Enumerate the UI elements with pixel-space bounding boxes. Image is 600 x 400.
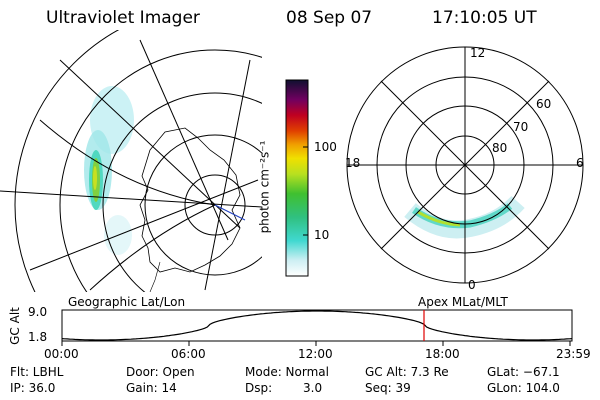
auroral-emission-polar (404, 195, 525, 239)
timeline-xtick-2: 12:00 (298, 347, 333, 361)
timeline-xtick-0: 00:00 (44, 347, 79, 361)
timeline-xtick-3: 18:00 (425, 347, 460, 361)
timeline-xtick-4: 23:59 (556, 347, 591, 361)
timeline-left-title: Geographic Lat/Lon (68, 295, 186, 309)
mlt-label-12: 12 (470, 46, 486, 60)
colorbar-tick-100: 100 (314, 140, 337, 154)
timeline-xtick-1: 06:00 (171, 347, 206, 361)
mlt-label-18: 18 (345, 156, 361, 170)
ip-info: IP: 36.0 (10, 381, 56, 395)
gc-alt-info: GC Alt: 7.3 Re (365, 365, 449, 379)
timeline-y-label: GC Alt (7, 307, 22, 345)
instrument-title: Ultraviolet Imager (46, 8, 200, 28)
date-label: 08 Sep 07 (286, 8, 373, 28)
colorbar-unit-label: photon cm⁻²s⁻¹ (257, 140, 272, 234)
altitude-timeline (61, 309, 573, 346)
seq-info: Seq: 39 (365, 381, 411, 395)
colorbar (285, 79, 309, 277)
gain-info: Gain: 14 (126, 381, 177, 395)
coastline (139, 127, 241, 273)
dsp-label: Dsp: (245, 381, 273, 395)
glat-info: GLat: −67.1 (487, 365, 560, 379)
timeline-ytick-high: 9.0 (28, 305, 48, 319)
lat-label-80: 80 (492, 141, 508, 155)
glon-info: GLon: 104.0 (487, 381, 560, 395)
timeline-right-title: Apex MLat/MLT (418, 295, 508, 309)
timeline-ytick-low: 1.8 (28, 330, 48, 344)
mlt-label-6: 6 (576, 156, 584, 170)
polar-plot (346, 46, 584, 284)
time-label: 17:10:05 UT (432, 8, 537, 28)
mode-info: Mode: Normal (245, 365, 329, 379)
geographic-projection (0, 30, 262, 292)
filter-info: Flt: LBHL (10, 365, 64, 379)
dsp-value: 3.0 (303, 381, 323, 395)
mlt-label-0: 0 (468, 278, 476, 292)
lat-label-60: 60 (536, 97, 552, 111)
door-info: Door: Open (126, 365, 195, 379)
lat-label-70: 70 (513, 120, 529, 134)
colorbar-tick-10: 10 (314, 228, 330, 242)
